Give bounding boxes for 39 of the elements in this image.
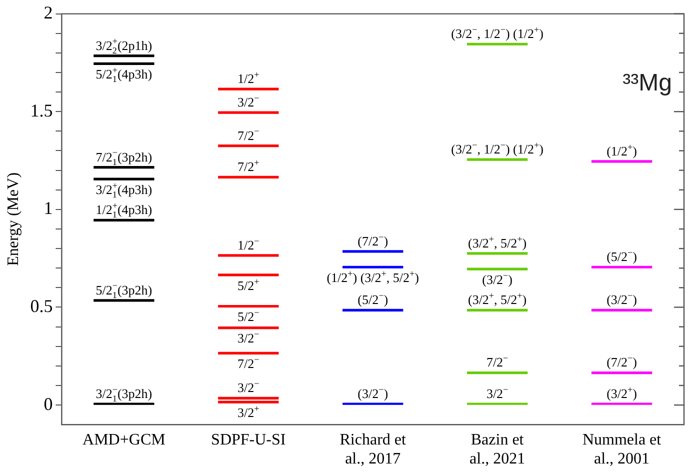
x-tick-label: AMD+GCM: [82, 431, 166, 448]
data-label: (3/2−, 1/2−) (1/2+): [451, 140, 544, 156]
data-label: (1/2+): [606, 142, 637, 158]
annotation: ³³Mg: [622, 69, 672, 96]
data-label: 3/2−: [486, 384, 508, 402]
x-tick-label: Richard et al., 2017: [340, 431, 406, 468]
data-label: (7/2−): [358, 232, 388, 248]
y-tick-label: 1.5: [30, 100, 53, 120]
data-label: (3/2+): [606, 384, 637, 402]
data-label: (1/2+) (3/2+, 5/2+): [326, 268, 420, 286]
x-tick-label: SDPF-U-SI: [211, 431, 286, 448]
data-label: (3/2−): [606, 290, 637, 308]
data-label: (5/2−): [606, 247, 637, 264]
data-label: 7/2+: [238, 158, 260, 174]
data-label: 1/2+: [238, 69, 260, 86]
y-axis-title: Energy (MeV): [4, 172, 22, 266]
data-label: 7/2−: [486, 353, 508, 370]
data-label: (7/2−): [606, 353, 637, 370]
data-label: 3/2−: [238, 378, 260, 396]
data-label: 7/2−: [238, 354, 260, 372]
data-label: 7/2−: [238, 126, 260, 143]
x-tick-label: Nummela et al., 2001: [582, 431, 662, 468]
data-label: (3/2−): [358, 384, 388, 402]
data-label: 3/2−: [238, 329, 260, 346]
y-tick-label: 2: [44, 2, 53, 23]
data-label: (3/2−): [482, 270, 513, 287]
data-label: (3/2+, 5/2+): [468, 290, 527, 308]
data-label: (3/2−, 1/2−) (1/2+): [451, 24, 544, 42]
x-tick-label: Bazin et al., 2021: [470, 431, 526, 468]
data-label: 1/2−: [238, 236, 260, 252]
y-tick-label: 0: [44, 394, 53, 414]
y-tick-label: 1: [44, 198, 53, 218]
data-label: 3/2−: [238, 92, 260, 110]
data-label: (5/2−): [358, 290, 388, 308]
data-label: 3/2+: [238, 403, 260, 420]
data-label: 5/2+: [238, 276, 260, 293]
y-tick-label: 0.5: [30, 296, 53, 316]
data-label: (3/2+, 5/2+): [468, 234, 527, 250]
data-label: 5/2−: [238, 308, 260, 324]
